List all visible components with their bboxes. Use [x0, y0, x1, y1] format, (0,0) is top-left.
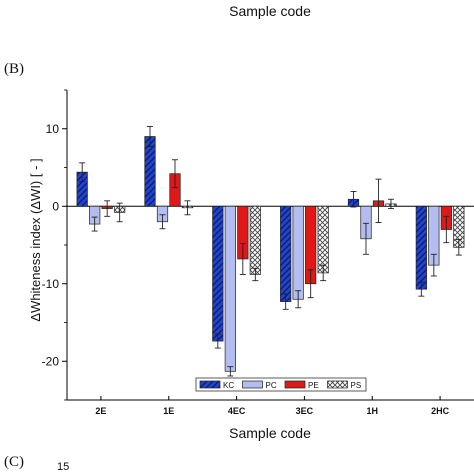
legend-swatch-ps — [327, 380, 348, 389]
x-tick-label-1e: 1E — [163, 406, 174, 416]
legend-label-kc: KC — [223, 381, 234, 390]
legend-swatch-kc — [199, 380, 221, 389]
y-tick-label-0: 0 — [52, 199, 59, 213]
y-axis-title: ΔWhiteness index (ΔWI) [ - ] — [28, 158, 43, 321]
bar-kc-4ec — [212, 205, 224, 342]
x-tick-label-1h: 1H — [366, 406, 378, 416]
bar-kc-2hc — [415, 205, 427, 290]
legend-box — [195, 377, 367, 392]
x-tick-label-4ec: 4EC — [228, 406, 246, 416]
bar-ps-3ec — [317, 205, 329, 274]
legend-swatch-pe — [284, 380, 306, 389]
x-tick-label-2e: 2E — [95, 406, 106, 416]
bar-ps-4ec — [249, 205, 261, 275]
legend-label-pe: PE — [308, 381, 319, 390]
legend-label-ps: PS — [351, 381, 362, 390]
x-tick-label-3ec: 3EC — [296, 406, 314, 416]
panel-b-label: (B) — [4, 61, 24, 77]
legend-label-pc: PC — [266, 381, 277, 390]
y-tick-label--20: -20 — [42, 354, 60, 368]
x-axis-title: Sample code — [229, 425, 311, 441]
legend-swatch-pc — [242, 380, 263, 389]
bar-kc-3ec — [280, 205, 292, 302]
y-tick-label-10: 10 — [46, 122, 60, 136]
bar-pc-4ec — [224, 205, 236, 372]
top-axis-title: Sample code — [229, 3, 311, 19]
panel-c-tick-label: 15 — [57, 461, 69, 473]
bar-pc-3ec — [292, 205, 304, 300]
x-tick-label-2hc: 2HC — [431, 406, 450, 416]
panel-c-label: (C) — [4, 454, 24, 470]
y-tick-label--10: -10 — [42, 277, 60, 291]
